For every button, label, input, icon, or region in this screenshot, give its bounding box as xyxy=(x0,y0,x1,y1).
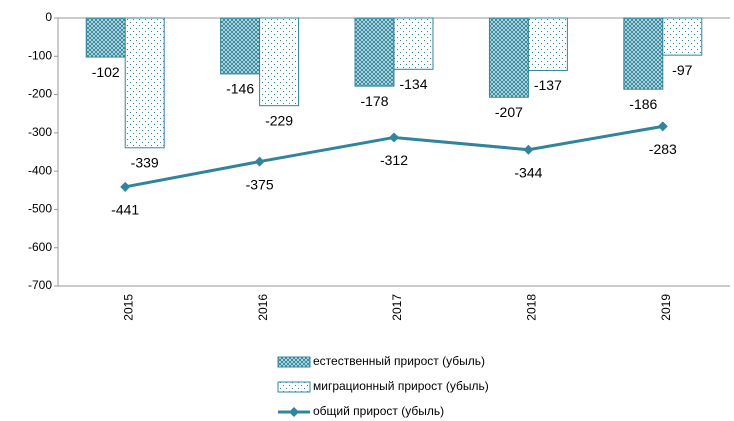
data-label: -146 xyxy=(226,81,254,97)
data-label: -339 xyxy=(131,154,159,170)
bar xyxy=(662,17,703,56)
x-tick-label: 2015 xyxy=(121,294,135,321)
y-tick-label: -200 xyxy=(28,87,52,101)
y-tick-label: -100 xyxy=(28,48,52,62)
bar xyxy=(259,17,300,107)
legend-swatch xyxy=(277,381,311,393)
data-label: -207 xyxy=(495,104,523,120)
data-label: -178 xyxy=(360,93,388,109)
bar xyxy=(354,17,395,87)
y-tick-label: -600 xyxy=(28,240,52,254)
data-label: -229 xyxy=(265,112,293,128)
data-label: -375 xyxy=(246,176,274,192)
y-tick-label: -400 xyxy=(28,163,52,177)
y-tick-label: -300 xyxy=(28,125,52,139)
legend-marker xyxy=(289,407,299,417)
data-label: -441 xyxy=(111,202,139,218)
marker xyxy=(389,132,399,143)
data-label: -97 xyxy=(672,62,692,78)
data-label: -137 xyxy=(534,77,562,93)
bar xyxy=(488,17,529,98)
data-label: -344 xyxy=(514,164,542,180)
bar xyxy=(527,17,568,71)
bar xyxy=(623,17,664,90)
marker xyxy=(657,121,668,132)
bar xyxy=(220,17,261,75)
y-tick-label: -700 xyxy=(28,278,52,292)
data-label: -283 xyxy=(649,141,677,157)
legend-label: естественный прирост (убыль) xyxy=(313,354,485,368)
marker xyxy=(120,181,131,192)
y-tick-label: -500 xyxy=(28,202,52,216)
legend-swatch xyxy=(277,356,311,368)
marker xyxy=(254,156,265,167)
data-label: -102 xyxy=(92,64,120,80)
data-label: -134 xyxy=(399,76,427,92)
x-tick-label: 2019 xyxy=(659,294,673,321)
y-tick-label: 0 xyxy=(45,10,52,24)
x-tick-label: 2017 xyxy=(390,294,404,321)
data-label: -186 xyxy=(629,96,657,112)
x-tick-label: 2016 xyxy=(256,294,270,321)
legend-label: общий прирост (убыль) xyxy=(313,404,444,418)
legend-label: миграционный прирост (убыль) xyxy=(313,379,489,393)
bar xyxy=(124,17,165,149)
x-tick-label: 2018 xyxy=(525,294,539,321)
marker xyxy=(523,144,534,155)
data-label: -312 xyxy=(380,152,408,168)
bar xyxy=(393,17,434,70)
bar xyxy=(85,17,126,58)
